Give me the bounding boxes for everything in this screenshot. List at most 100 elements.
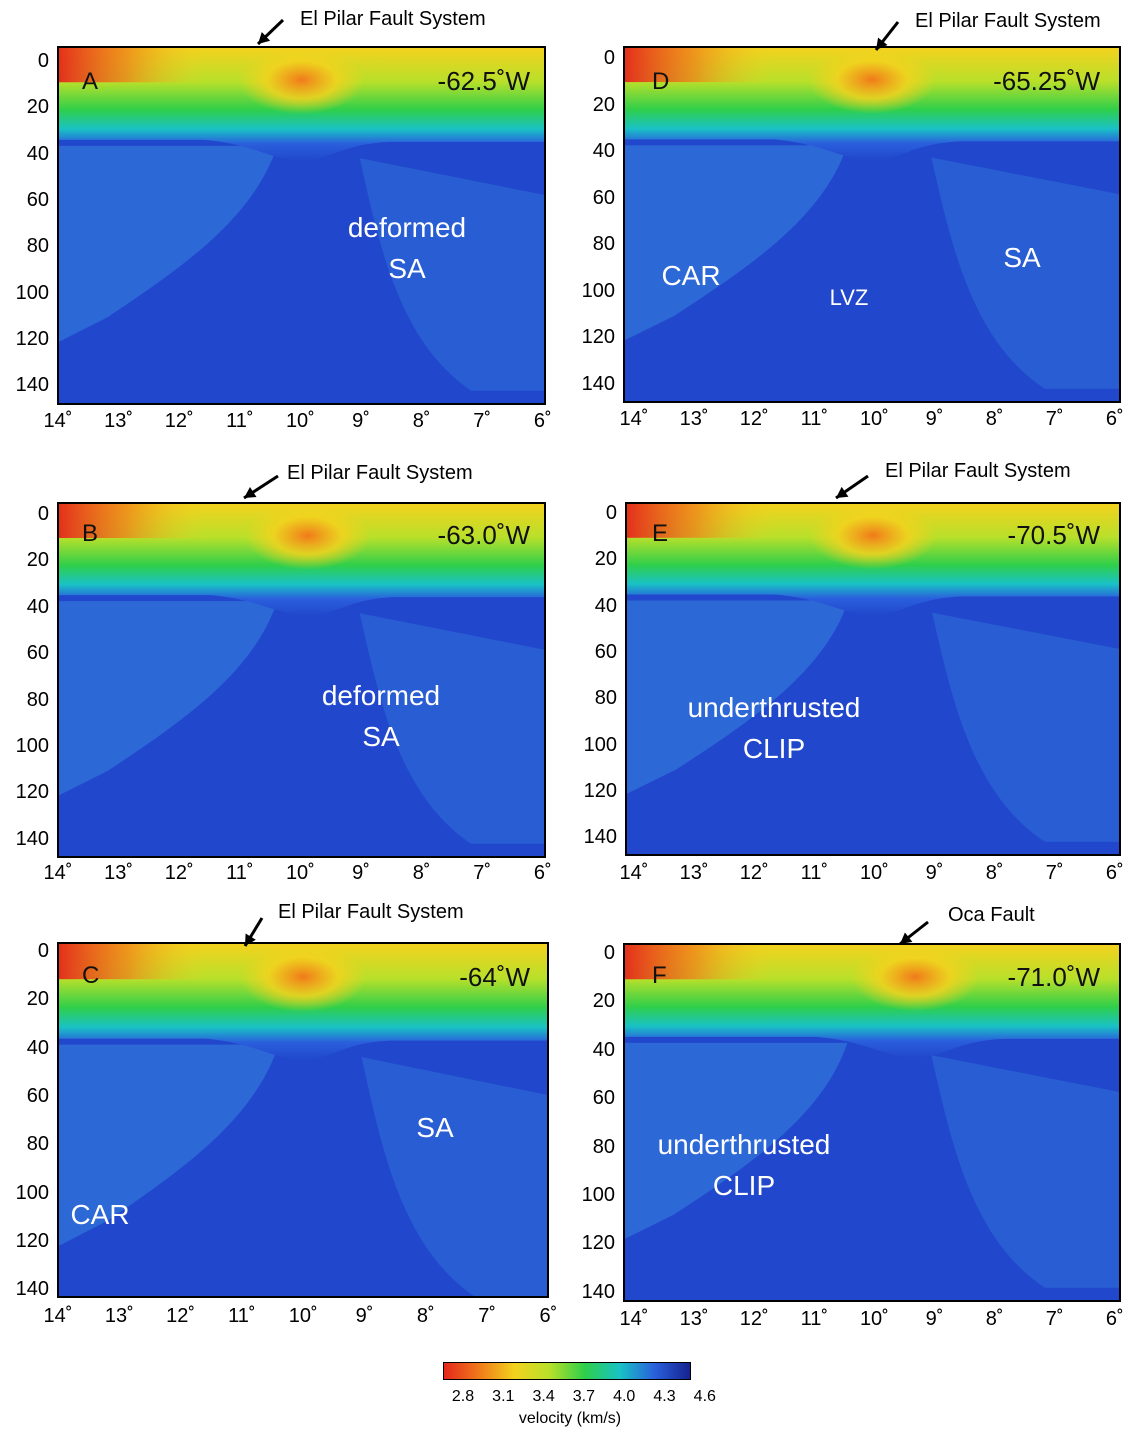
x-tick-label: 6˚ — [1105, 862, 1124, 884]
x-tick-label: 8˚ — [412, 862, 431, 884]
slow-mantle-region — [625, 1042, 848, 1239]
y-tick-label: 100 — [581, 279, 615, 302]
y-tick-label: 140 — [581, 372, 615, 395]
y-tick-label: 20 — [592, 990, 615, 1013]
region-label: SA — [1003, 242, 1041, 273]
y-tick-label: 40 — [26, 142, 49, 165]
y-tick-label: 120 — [15, 327, 49, 350]
x-tick-label: 14˚ — [43, 1305, 73, 1327]
x-tick-label: 9˚ — [352, 862, 370, 884]
y-tick-label: 80 — [592, 1135, 615, 1158]
fault-arrow-icon — [256, 18, 285, 46]
x-tick-label: 11˚ — [800, 1308, 828, 1330]
x-tick-label: 9˚ — [355, 1305, 374, 1327]
x-tick-label: 8˚ — [985, 862, 1004, 884]
colorbar-tick-label: 2.8 — [451, 1388, 475, 1405]
x-tick-label: 10˚ — [288, 1305, 318, 1327]
x-tick-label: 7˚ — [473, 862, 492, 884]
slow-mantle-region — [359, 613, 544, 844]
x-tick-label: 8˚ — [985, 1308, 1004, 1330]
colorbar-tick-label: 4.6 — [693, 1388, 716, 1405]
region-label: CAR — [661, 260, 721, 291]
y-tick-label: 120 — [15, 781, 49, 804]
y-tick-label: 80 — [26, 235, 49, 258]
low-velocity-anomaly — [807, 48, 937, 114]
slow-mantle-region — [627, 600, 849, 794]
longitude-label: -70.5˚W — [1007, 520, 1100, 550]
x-tick-label: 12˚ — [166, 1305, 196, 1327]
longitude-label: -64˚W — [459, 962, 530, 992]
y-tick-label: 80 — [592, 233, 615, 255]
fault-label: El Pilar Fault System — [915, 10, 1101, 32]
x-tick-label: 13˚ — [679, 408, 709, 430]
y-tick-label: 100 — [15, 1181, 49, 1204]
low-velocity-anomaly — [244, 504, 371, 570]
y-tick-label: 0 — [37, 50, 49, 72]
x-tick-label: 6˚ — [1105, 408, 1124, 430]
velocity-cross-section — [57, 46, 546, 405]
low-velocity-anomaly — [239, 944, 367, 1012]
slow-mantle-region — [625, 145, 848, 341]
x-tick-label: 14˚ — [619, 862, 649, 884]
velocity-colorbar — [443, 1362, 691, 1380]
y-tick-label: 0 — [605, 502, 617, 524]
y-tick-label: 140 — [15, 827, 49, 850]
x-tick-label: 10˚ — [285, 862, 315, 884]
x-tick-label: 14˚ — [43, 410, 73, 432]
velocity-cross-section — [57, 942, 549, 1298]
x-tick-label: 9˚ — [352, 410, 370, 432]
fault-arrow-icon — [874, 21, 900, 51]
y-tick-label: 20 — [26, 549, 49, 572]
y-tick-label: 100 — [583, 733, 617, 756]
slow-mantle-region — [931, 1055, 1119, 1288]
x-tick-label: 11˚ — [228, 1305, 256, 1327]
x-tick-label: 13˚ — [104, 1305, 134, 1327]
y-tick-label: 120 — [15, 1229, 49, 1252]
region-label: underthrusted CLIP — [687, 692, 861, 764]
x-tick-label: 7˚ — [478, 1305, 496, 1327]
panel-letter: D — [652, 68, 670, 95]
x-tick-label: 14˚ — [43, 862, 73, 884]
x-tick-label: 12˚ — [739, 862, 769, 884]
y-tick-label: 120 — [581, 326, 615, 348]
x-tick-label: 12˚ — [164, 862, 194, 884]
x-tick-label: 6˚ — [1105, 1308, 1124, 1330]
x-tick-label: 8˚ — [412, 410, 431, 432]
slow-mantle-region — [59, 601, 278, 796]
x-tick-label: 8˚ — [416, 1305, 435, 1327]
x-tick-label: 14˚ — [619, 408, 649, 430]
slow-mantle-region — [931, 157, 1119, 389]
colorbar-tick-label: 3.4 — [532, 1388, 555, 1405]
x-tick-label: 13˚ — [104, 862, 134, 884]
fault-label: Oca Fault — [948, 904, 1035, 926]
x-tick-label: 11˚ — [226, 410, 254, 432]
slow-mantle-region — [59, 145, 278, 342]
y-tick-label: 120 — [581, 1232, 615, 1255]
x-tick-label: 11˚ — [226, 862, 254, 884]
y-tick-label: 80 — [26, 688, 49, 711]
x-tick-label: 13˚ — [679, 1308, 709, 1330]
y-tick-label: 140 — [15, 1278, 49, 1301]
x-tick-label: 9˚ — [925, 862, 944, 884]
y-tick-label: 40 — [592, 1038, 615, 1061]
region-label: deformed SA — [347, 212, 467, 284]
colorbar-tick-label: 3.7 — [572, 1388, 596, 1405]
x-tick-label: 7˚ — [1045, 1308, 1064, 1330]
velocity-cross-section — [623, 943, 1121, 1302]
region-label: deformed SA — [321, 680, 441, 752]
x-tick-label: 8˚ — [985, 408, 1004, 430]
x-tick-label: 14˚ — [619, 1308, 649, 1330]
x-tick-label: 12˚ — [164, 410, 194, 432]
y-tick-label: 100 — [581, 1184, 615, 1206]
y-tick-label: 140 — [15, 374, 49, 397]
x-tick-label: 13˚ — [679, 862, 709, 884]
low-velocity-anomaly — [809, 504, 937, 570]
fault-arrow-icon — [243, 474, 279, 500]
y-tick-label: 20 — [594, 548, 617, 571]
velocity-cross-section — [57, 502, 546, 858]
x-tick-label: 12˚ — [739, 408, 769, 430]
colorbar-tick-label: 3.1 — [492, 1388, 515, 1405]
x-tick-label: 7˚ — [1045, 862, 1064, 884]
colorbar-tick-label: 4.3 — [653, 1388, 676, 1405]
longitude-label: -65.25˚W — [993, 66, 1100, 96]
